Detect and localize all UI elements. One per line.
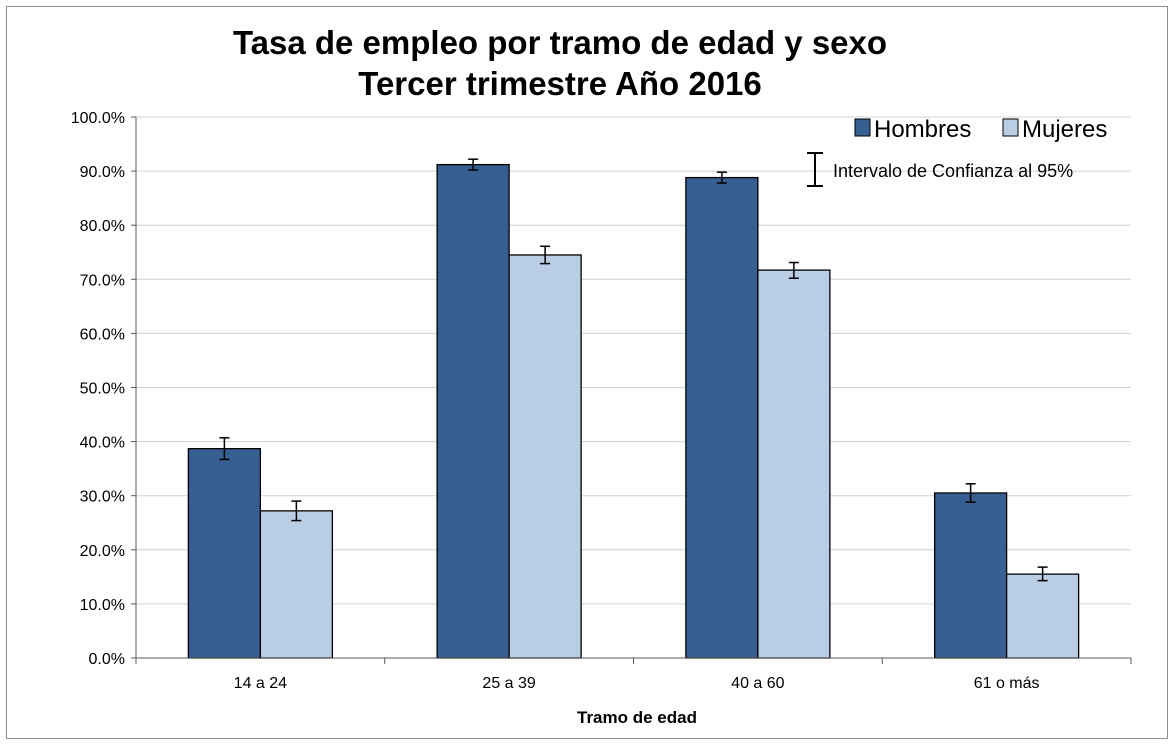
error-bars-group <box>219 158 1048 582</box>
y-tick-labels: 0.0% 10.0% 20.0% 30.0% 40.0% 50.0% 60.0% 70.0% 8… <box>71 110 125 668</box>
x-tick-label: 40 a 60 <box>731 675 784 692</box>
chart-frame <box>6 6 1168 739</box>
y-tick-label: 10.0% <box>80 597 125 614</box>
y-tick-label: 0.0% <box>89 651 125 668</box>
y-tick-label: 80.0% <box>80 218 125 235</box>
bar-mujeres <box>1005 573 1080 659</box>
legend-swatch-mujeres <box>1002 118 1019 137</box>
bar-hombres <box>436 163 510 659</box>
confidence-interval-legend: Intervalo de Confianza al 95% <box>807 152 1073 187</box>
y-tick-label: 100.0% <box>71 110 125 127</box>
x-tick-label: 61 o más <box>974 675 1040 692</box>
bar-mujeres <box>757 269 831 659</box>
y-tick-label: 90.0% <box>80 164 125 181</box>
x-axis-label: Tramo de edad <box>577 708 697 727</box>
y-tick-label: 70.0% <box>80 272 125 289</box>
bar-hombres <box>685 176 759 659</box>
bar-hombres <box>933 492 1008 659</box>
y-tick-label: 60.0% <box>80 326 125 343</box>
bar-mujeres <box>508 254 582 659</box>
ci-legend-label: Intervalo de Confianza al 95% <box>833 161 1073 181</box>
x-tick-label: 14 a 24 <box>234 675 287 692</box>
y-tick-label: 40.0% <box>80 435 125 452</box>
legend-label-hombres: Hombres <box>874 116 971 143</box>
legend-swatch-hombres <box>854 118 871 137</box>
x-tick-labels: 14 a 24 25 a 39 40 a 60 61 o más <box>234 675 1040 692</box>
bars-group <box>187 163 1080 659</box>
x-tick-label: 25 a 39 <box>482 675 535 692</box>
legend-label-mujeres: Mujeres <box>1022 116 1107 143</box>
y-tick-label: 20.0% <box>80 543 125 560</box>
y-tick-label: 50.0% <box>80 381 125 398</box>
y-tick-label: 30.0% <box>80 489 125 506</box>
bar-mujeres <box>259 510 334 659</box>
legend: Hombres Mujeres <box>854 116 1107 143</box>
bar-hombres <box>187 447 262 659</box>
chart-subtitle: Tercer trimestre Año 2016 <box>358 65 762 102</box>
chart-title: Tasa de empleo por tramo de edad y sexo <box>233 24 887 61</box>
axes-group <box>131 116 1132 664</box>
